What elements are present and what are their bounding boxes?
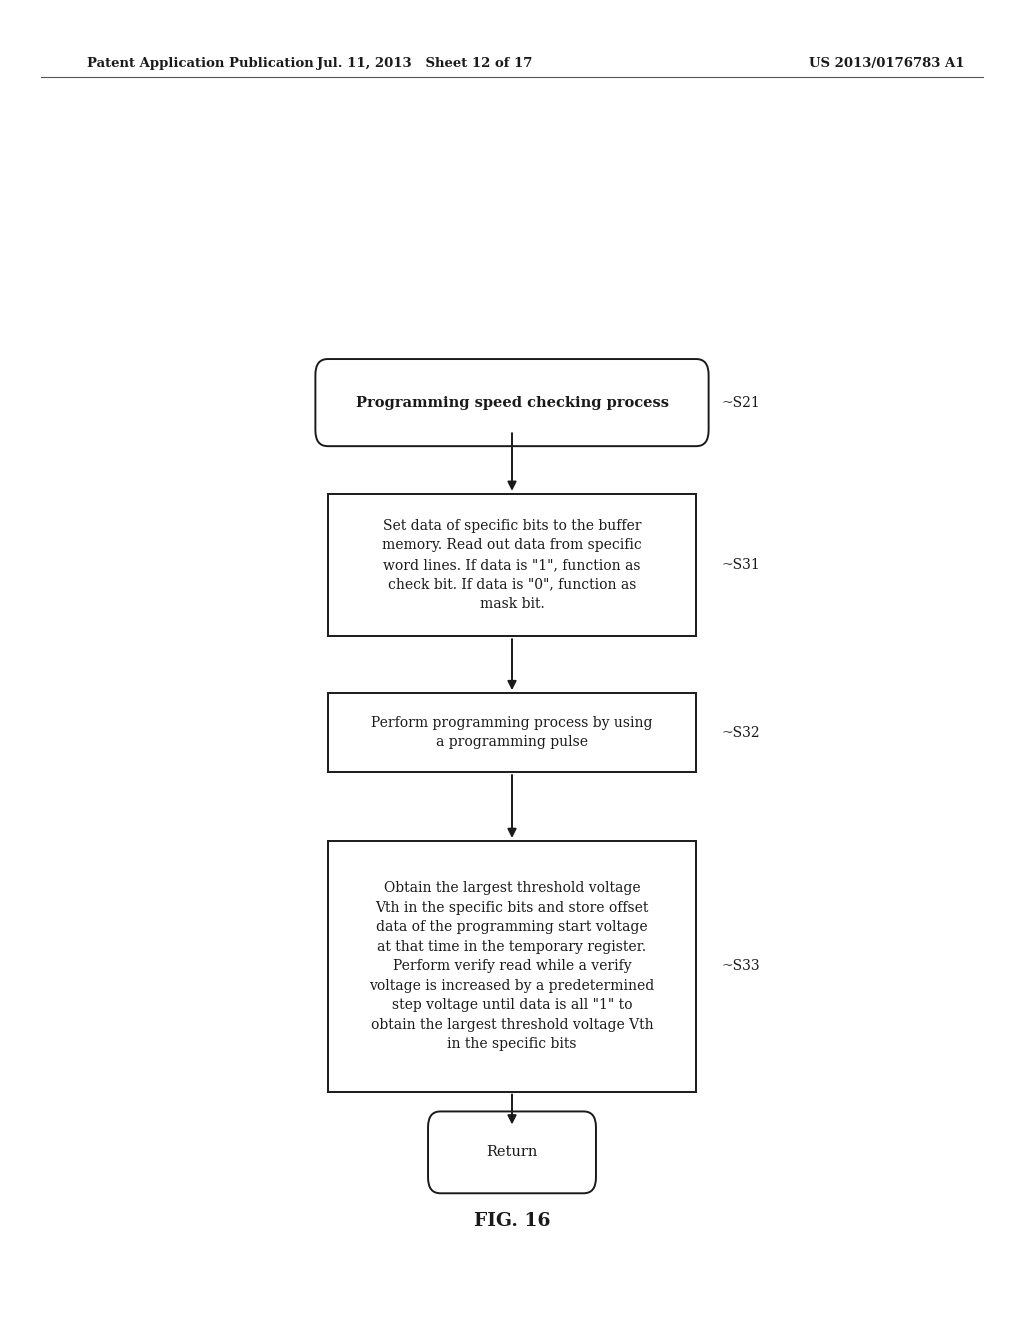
Text: ~S33: ~S33 <box>722 960 761 973</box>
FancyBboxPatch shape <box>328 841 696 1092</box>
FancyBboxPatch shape <box>428 1111 596 1193</box>
Text: ~S21: ~S21 <box>722 396 761 409</box>
FancyBboxPatch shape <box>328 693 696 772</box>
Text: Obtain the largest threshold voltage
Vth in the specific bits and store offset
d: Obtain the largest threshold voltage Vth… <box>370 882 654 1051</box>
FancyBboxPatch shape <box>328 494 696 636</box>
Text: Patent Application Publication: Patent Application Publication <box>87 57 313 70</box>
Text: ~S32: ~S32 <box>722 726 761 739</box>
Text: Set data of specific bits to the buffer
memory. Read out data from specific
word: Set data of specific bits to the buffer … <box>382 519 642 611</box>
Text: US 2013/0176783 A1: US 2013/0176783 A1 <box>809 57 965 70</box>
Text: Return: Return <box>486 1146 538 1159</box>
FancyBboxPatch shape <box>315 359 709 446</box>
Text: Programming speed checking process: Programming speed checking process <box>355 396 669 409</box>
Text: FIG. 16: FIG. 16 <box>474 1212 550 1230</box>
Text: ~S31: ~S31 <box>722 558 761 572</box>
Text: Perform programming process by using
a programming pulse: Perform programming process by using a p… <box>372 715 652 750</box>
Text: Jul. 11, 2013   Sheet 12 of 17: Jul. 11, 2013 Sheet 12 of 17 <box>317 57 532 70</box>
